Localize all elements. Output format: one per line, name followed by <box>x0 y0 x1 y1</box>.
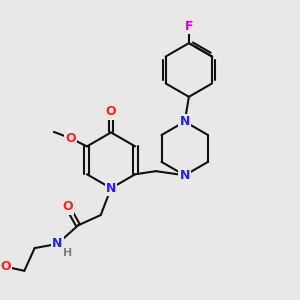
Text: O: O <box>62 200 73 213</box>
Text: N: N <box>106 182 116 195</box>
Text: N: N <box>52 238 63 250</box>
Text: N: N <box>180 115 190 128</box>
Text: O: O <box>0 260 11 273</box>
Text: O: O <box>65 132 76 145</box>
Text: O: O <box>106 105 116 118</box>
Text: F: F <box>184 20 193 33</box>
Text: N: N <box>180 169 190 182</box>
Text: H: H <box>63 248 72 258</box>
